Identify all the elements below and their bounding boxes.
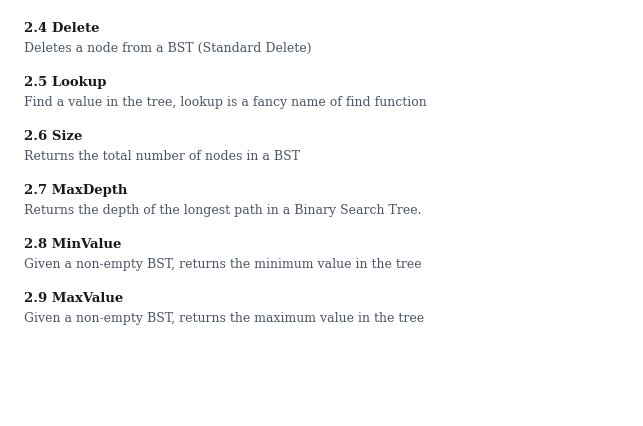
Text: 2.4 Delete: 2.4 Delete	[24, 22, 100, 35]
Text: Given a non-empty BST, returns the maximum value in the tree: Given a non-empty BST, returns the maxim…	[24, 312, 424, 325]
Text: Find a value in the tree, lookup is a fancy name of find function: Find a value in the tree, lookup is a fa…	[24, 96, 427, 109]
Text: 2.9 MaxValue: 2.9 MaxValue	[24, 292, 123, 305]
Text: 2.8 MinValue: 2.8 MinValue	[24, 238, 122, 251]
Text: Returns the depth of the longest path in a Binary Search Tree.: Returns the depth of the longest path in…	[24, 204, 422, 217]
Text: Deletes a node from a BST (Standard Delete): Deletes a node from a BST (Standard Dele…	[24, 42, 312, 55]
Text: Returns the total number of nodes in a BST: Returns the total number of nodes in a B…	[24, 150, 300, 163]
Text: 2.5 Lookup: 2.5 Lookup	[24, 76, 107, 89]
Text: Given a non-empty BST, returns the minimum value in the tree: Given a non-empty BST, returns the minim…	[24, 258, 422, 271]
Text: 2.6 Size: 2.6 Size	[24, 130, 83, 143]
Text: 2.7 MaxDepth: 2.7 MaxDepth	[24, 184, 128, 197]
